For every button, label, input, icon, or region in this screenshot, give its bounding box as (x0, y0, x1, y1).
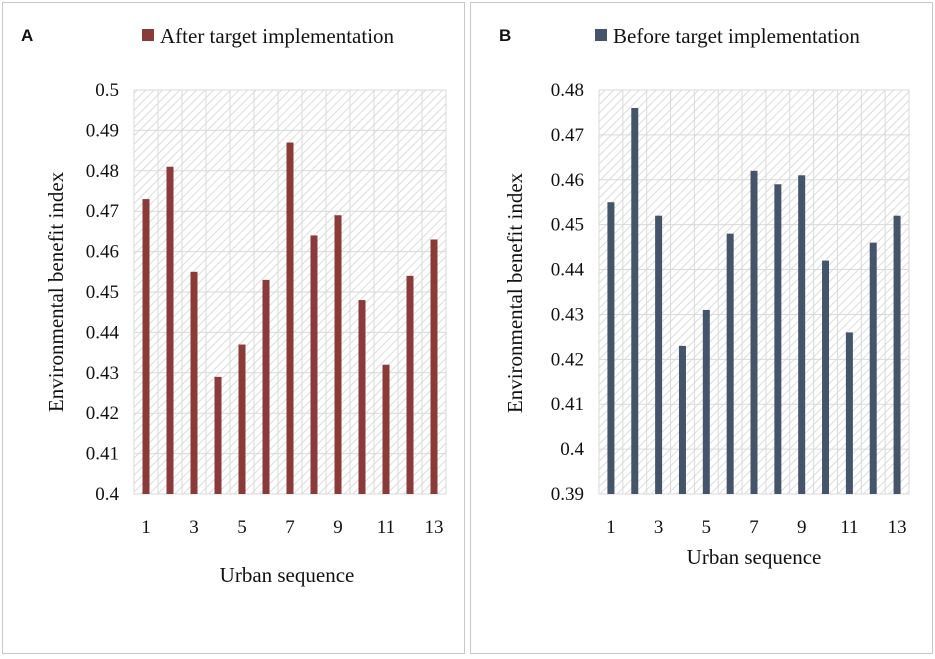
x-tick-label: 3 (189, 517, 199, 538)
y-tick-label: 0.41 (551, 394, 584, 415)
legend-label-a: After target implementation (160, 24, 395, 48)
x-tick-label: 5 (237, 517, 247, 538)
y-tick-label: 0.48 (551, 80, 584, 101)
y-tick-label: 0.47 (551, 125, 584, 146)
bar-3 (190, 271, 198, 494)
bar-2 (631, 107, 639, 494)
y-tick-label: 0.5 (95, 80, 119, 101)
y-tick-label: 0.45 (551, 215, 584, 236)
bar-7 (286, 142, 294, 494)
chart-a-svg: A After target implementation 0.40.410.4… (21, 24, 447, 587)
y-tick-label: 0.42 (86, 403, 119, 424)
x-axis-title-b: Urban sequence (687, 545, 822, 569)
bar-6 (726, 233, 734, 494)
bar-13 (893, 215, 901, 494)
bar-10 (822, 260, 830, 494)
y-tick-label: 0.43 (86, 363, 119, 384)
bar-12 (406, 275, 414, 494)
plot-area-a: 0.4 0.41 0.42 0.43 0.44 0.45 0.46 0.47 0.48 0.49 0… (86, 80, 447, 538)
bar-11 (845, 332, 853, 494)
x-tick-label: 7 (749, 517, 759, 538)
y-tick-label: 0.41 (86, 444, 119, 465)
x-tick-label: 5 (702, 517, 712, 538)
bar-10 (358, 300, 366, 494)
y-tick-label: 0.47 (86, 201, 119, 222)
bar-13 (430, 239, 438, 494)
x-tick-label: 1 (141, 517, 151, 538)
y-tick-label: 0.48 (86, 161, 119, 182)
x-tick-label: 13 (888, 517, 907, 538)
x-tick-label: 9 (797, 517, 807, 538)
bar-4 (214, 376, 222, 494)
x-tick-label: 1 (606, 517, 616, 538)
bar-2 (166, 166, 174, 494)
y-tick-label: 0.49 (86, 120, 119, 141)
bar-11 (382, 364, 390, 494)
bar-12 (869, 242, 877, 494)
bar-8 (774, 184, 782, 494)
panel-label-b: B (499, 26, 511, 45)
x-tick-label: 7 (285, 517, 295, 538)
bar-7 (750, 170, 758, 495)
x-axis-title-a: Urban sequence (220, 563, 355, 587)
x-tick-label: 11 (377, 517, 395, 538)
x-tick-label: 3 (654, 517, 664, 538)
panel-label-a: A (21, 26, 33, 45)
y-axis-title-a: Environmental benefit index (44, 171, 68, 412)
bar-6 (262, 279, 270, 494)
y-tick-label: 0.44 (551, 260, 585, 281)
y-tick-label: 0.45 (86, 282, 119, 303)
plot-area-b: 0.39 0.4 0.41 0.42 0.43 0.44 0.45 0.46 0.47 0.48 1… (551, 80, 910, 538)
bar-4 (678, 345, 686, 494)
chart-b-svg: B Before target implementation 0.390.40.… (499, 24, 910, 569)
x-tick-label: 11 (840, 517, 858, 538)
legend-swatch-b (595, 29, 607, 41)
bar-3 (655, 215, 663, 494)
y-tick-label: 0.43 (551, 304, 584, 325)
bar-5 (702, 309, 710, 494)
bar-9 (798, 175, 806, 495)
y-tick-label: 0.42 (551, 349, 584, 370)
bar-1 (142, 199, 150, 494)
x-tick-label: 9 (333, 517, 343, 538)
bar-9 (334, 215, 342, 495)
legend-label-b: Before target implementation (613, 24, 860, 48)
y-tick-label: 0.46 (551, 170, 584, 191)
legend-swatch-a (142, 29, 154, 41)
chart-panel-a: A After target implementation 0.4 0.41 0.4… (2, 2, 465, 654)
bar-8 (310, 235, 318, 494)
bar-1 (607, 202, 615, 494)
y-tick-label: 0.4 (560, 439, 584, 460)
chart-panel-b: B Before target implementation 0.39 0.4 0.… (470, 2, 933, 654)
y-axis-title-b: Environmental benefit index (503, 172, 527, 413)
y-tick-label: 0.44 (86, 322, 120, 343)
bar-5 (238, 344, 246, 494)
y-tick-label: 0.39 (551, 484, 584, 505)
y-tick-label: 0.4 (95, 484, 119, 505)
y-tick-label: 0.46 (86, 242, 119, 263)
x-tick-label: 13 (425, 517, 444, 538)
